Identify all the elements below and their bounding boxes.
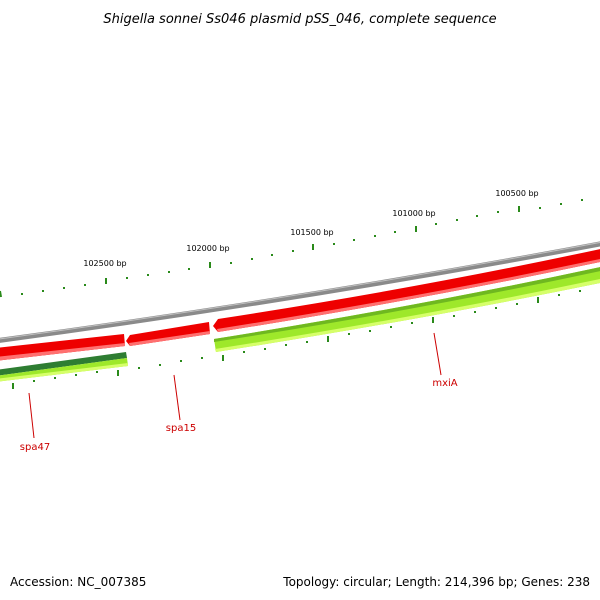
gene-feature-forward-shadow — [129, 331, 210, 346]
sequence-backbone-highlight — [0, 241, 600, 340]
inner-tick-row — [12, 290, 581, 389]
map-title: Shigella sonnei Ss046 plasmid pSS_046, c… — [103, 12, 496, 27]
forward-strand-features — [0, 248, 600, 361]
gene-feature-forward[interactable] — [213, 248, 600, 332]
gene-feature-reverse-shadow — [0, 363, 128, 382]
ruler-label: 101500 bp — [290, 228, 333, 237]
outer-tick-row — [0, 199, 583, 298]
gene-feature-dark[interactable] — [0, 352, 127, 376]
gene-feature-forward[interactable] — [126, 322, 210, 346]
gene-label-spa47[interactable]: spa47 — [20, 442, 50, 453]
ruler-label: 101000 bp — [392, 209, 435, 218]
summary-text: Topology: circular; Length: 214,396 bp; … — [282, 575, 590, 589]
leader-line-spa47 — [28, 392, 35, 439]
gene-feature-reverse-edge — [214, 267, 600, 342]
gene-feature-forward-shadow — [217, 259, 600, 332]
gene-label-spa15[interactable]: spa15 — [166, 423, 196, 434]
leader-line-mxia — [433, 332, 442, 376]
gene-feature-reverse-shadow — [215, 279, 600, 352]
gene-label-mxia[interactable]: mxiA — [432, 378, 457, 389]
leader-line-spa15 — [173, 374, 181, 421]
sequence-backbone — [0, 241, 600, 343]
gene-feature-forward-shadow — [0, 343, 125, 361]
accession-text: Accession: NC_007385 — [10, 575, 146, 589]
outer-tick-major — [0, 290, 2, 298]
ruler-label: 100500 bp — [495, 189, 538, 198]
ruler-label: 102000 bp — [186, 244, 229, 253]
reverse-strand-features — [0, 267, 600, 382]
ruler-label: 102500 bp — [83, 259, 126, 268]
